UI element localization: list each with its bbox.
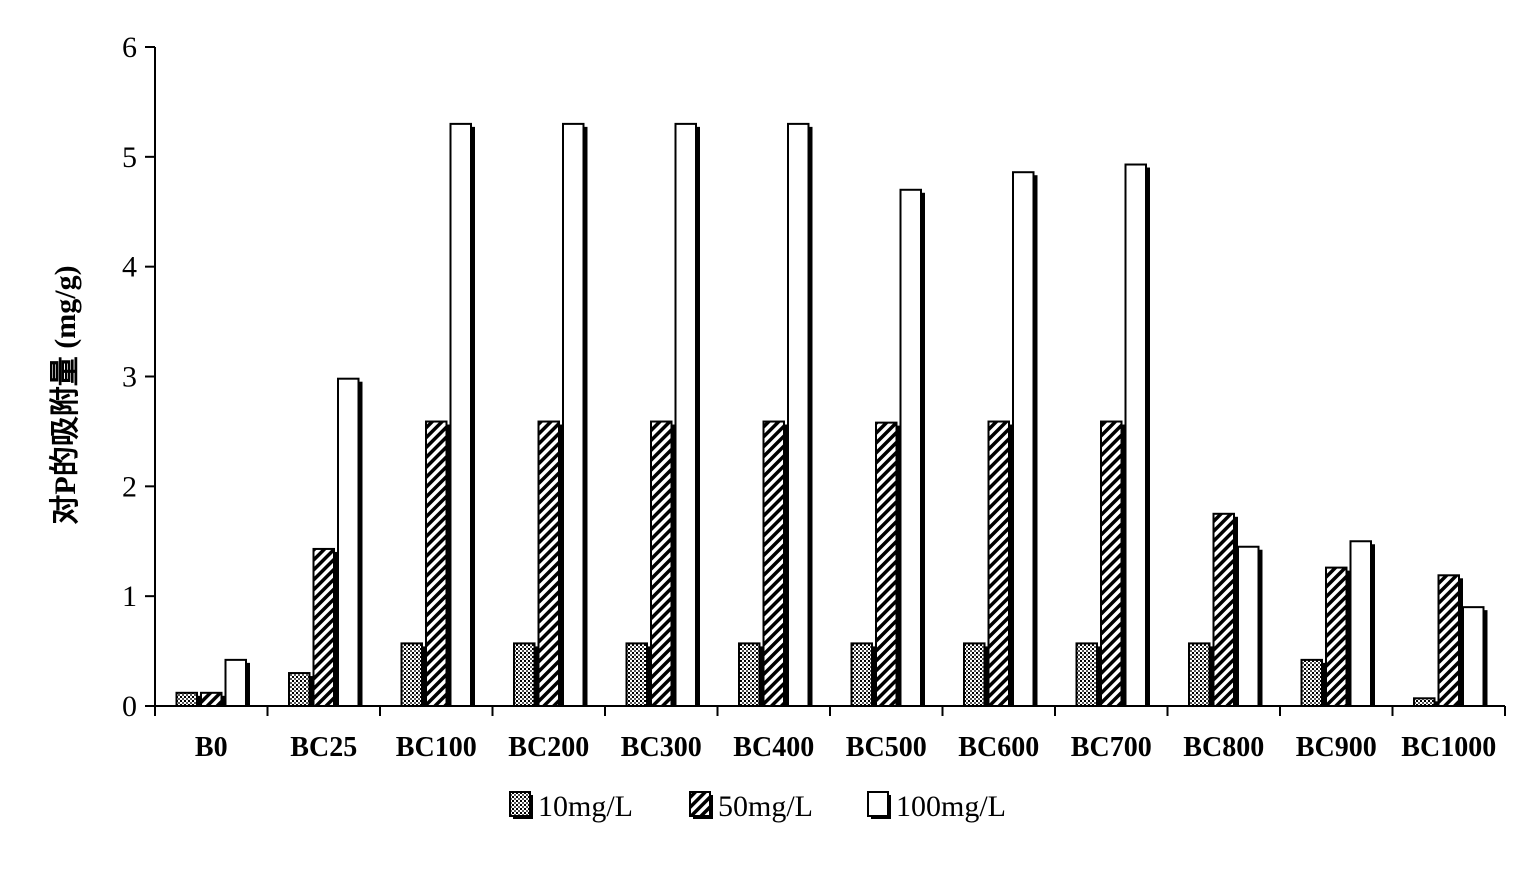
bar [1437, 574, 1460, 707]
y-tick-label: 5 [122, 141, 137, 174]
legend-label: 10mg/L [538, 790, 633, 823]
bar [875, 421, 898, 707]
bar [963, 642, 986, 708]
y-tick-label: 1 [122, 580, 137, 613]
bar [1100, 420, 1123, 707]
bar [762, 420, 785, 707]
legend-label: 50mg/L [718, 790, 813, 823]
x-tick-label: BC900 [1296, 732, 1377, 763]
x-tick-label: BC500 [846, 732, 927, 763]
x-tick-label: BC300 [621, 732, 702, 763]
bar [449, 122, 472, 707]
legend-swatch [689, 791, 711, 817]
bar [987, 420, 1010, 707]
y-tick-label: 2 [122, 470, 137, 503]
x-tick-labels: B0 BC25 BC100 BC200 BC300 BC400 BC500 BC600 BC70… [195, 732, 1496, 763]
bar [650, 420, 673, 707]
x-tick-label: BC800 [1183, 732, 1264, 763]
bar [899, 188, 922, 708]
y-tick-labels: 0 1 2 3 4 5 6 [122, 31, 137, 723]
bar [1300, 658, 1323, 707]
y-axis-title: 对P的吸附量 (mg/g) [49, 265, 82, 524]
bar [1349, 540, 1372, 707]
bar [738, 642, 761, 708]
bar [1212, 512, 1235, 708]
bar [425, 420, 448, 707]
bar [1124, 163, 1147, 707]
y-tick-label: 0 [122, 690, 137, 723]
bar [1012, 171, 1035, 707]
x-tick-label: BC600 [958, 732, 1039, 763]
bars [175, 122, 1488, 708]
x-tick-label: BC1000 [1401, 732, 1496, 763]
bar [200, 691, 223, 708]
x-tick-label: BC25 [290, 732, 357, 763]
y-tick-label: 4 [122, 251, 137, 284]
axes [145, 46, 1506, 716]
legend: 10mg/L 50mg/L 100mg/L [509, 790, 1006, 823]
y-tick-label: 6 [122, 31, 137, 64]
bar [224, 658, 247, 707]
legend-swatch [509, 791, 531, 817]
bar [674, 122, 697, 707]
bar [400, 642, 423, 708]
bar [337, 377, 360, 707]
bar [312, 547, 335, 708]
x-tick-label: B0 [195, 732, 228, 763]
bar [1075, 642, 1098, 708]
x-tick-label: BC200 [508, 732, 589, 763]
bar [1188, 642, 1211, 708]
x-tick-label: BC100 [396, 732, 477, 763]
legend-swatch [867, 791, 889, 817]
bar [787, 122, 810, 707]
bar [850, 642, 873, 708]
bar [1325, 566, 1348, 707]
legend-label: 100mg/L [896, 790, 1006, 823]
bar [1413, 697, 1436, 707]
bar [175, 691, 198, 708]
x-tick-label: BC400 [733, 732, 814, 763]
bar [288, 672, 311, 707]
bar [513, 642, 536, 708]
bar [562, 122, 585, 707]
bar [625, 642, 648, 708]
y-tick-label: 3 [122, 361, 137, 394]
bar [537, 420, 560, 707]
bar [1237, 545, 1260, 707]
x-tick-label: BC700 [1071, 732, 1152, 763]
bar [1462, 606, 1485, 708]
